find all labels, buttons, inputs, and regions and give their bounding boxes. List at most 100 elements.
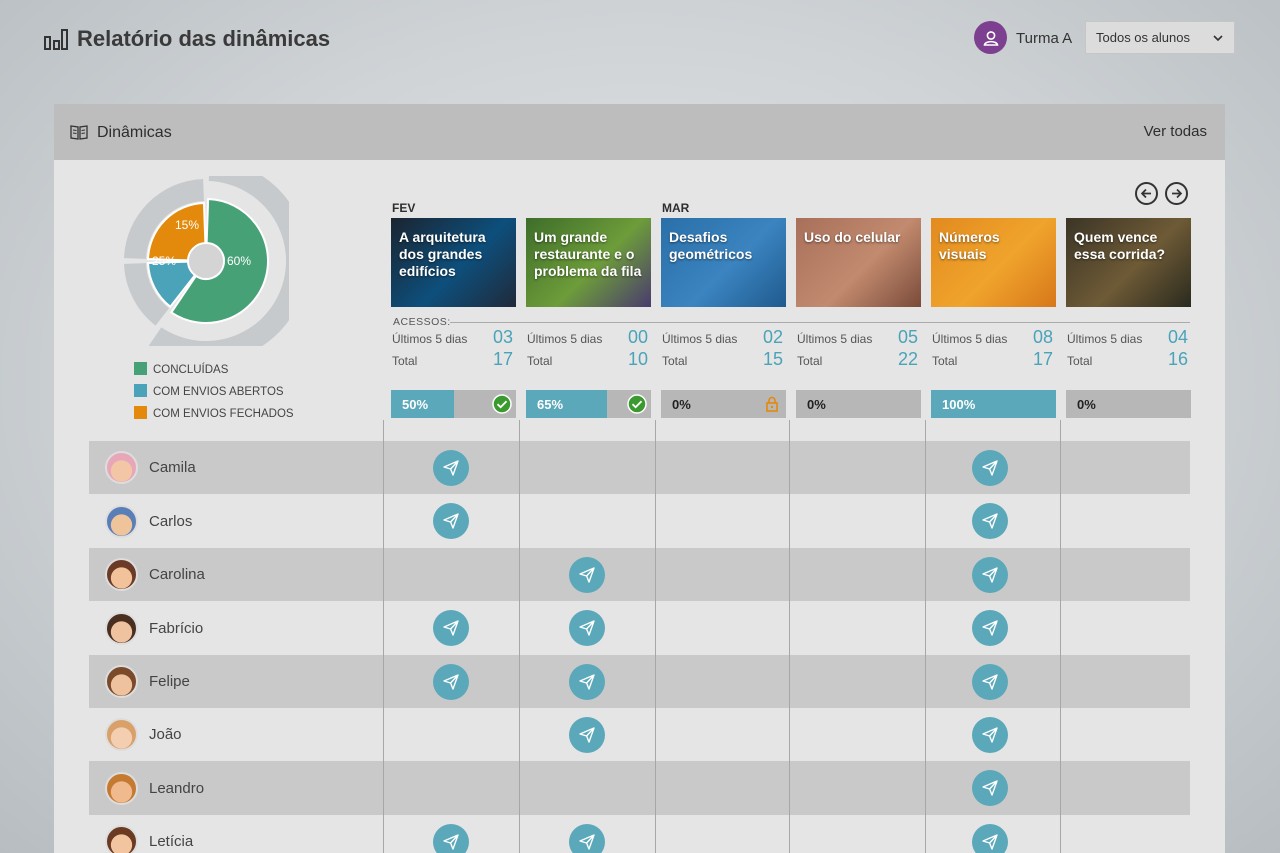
activity-progress-bar: 0%	[661, 390, 786, 418]
legend-item-closed: COM ENVIOS FECHADOS	[134, 406, 294, 420]
submission-button[interactable]	[569, 716, 605, 753]
donut-segment	[147, 202, 207, 262]
student-name[interactable]: Leandro	[149, 779, 205, 797]
access-divider	[450, 322, 1190, 323]
submission-button[interactable]	[972, 770, 1008, 806]
submission-button[interactable]	[569, 663, 605, 700]
paper-plane-icon	[982, 780, 998, 796]
paper-plane-icon	[982, 459, 998, 476]
table-row: João	[89, 708, 1190, 761]
recent-accesses-label: Últimos 5 dias	[1067, 332, 1143, 346]
submission-button[interactable]	[972, 449, 1008, 486]
recent-accesses-value: 04	[1167, 327, 1188, 347]
activity-card[interactable]: Números visuais Últimos 5 dias 08 Total …	[931, 218, 1056, 418]
submission-button[interactable]	[433, 663, 469, 700]
class-name[interactable]: Turma A	[1016, 30, 1073, 47]
submission-button[interactable]	[433, 823, 469, 853]
activity-thumbnail[interactable]: Uso do celular	[796, 218, 921, 307]
paper-plane-icon	[982, 513, 998, 529]
avatar	[105, 771, 138, 805]
activity-card[interactable]: Quem vence essa corrida? Últimos 5 dias …	[1066, 218, 1191, 418]
total-accesses-label: Total	[662, 354, 688, 368]
student-name[interactable]: João	[149, 726, 182, 743]
submission-button[interactable]	[972, 663, 1008, 700]
paper-plane-icon	[579, 620, 595, 636]
avatar	[105, 665, 138, 698]
recent-accesses-label: Últimos 5 dias	[662, 332, 738, 346]
submission-button[interactable]	[569, 610, 605, 646]
activity-progress-label: 0%	[1077, 397, 1096, 412]
completion-donut-chart	[124, 176, 289, 346]
activity-progress-bar: 50%	[391, 390, 516, 418]
activity-thumbnail[interactable]: Números visuais	[931, 218, 1056, 307]
activity-thumbnail[interactable]: Quem vence essa corrida?	[1066, 218, 1191, 307]
submission-button[interactable]	[433, 503, 469, 539]
legend-swatch	[134, 362, 147, 375]
see-all-link[interactable]: Ver todas	[1143, 123, 1207, 140]
submission-button[interactable]	[569, 823, 605, 853]
submission-button[interactable]	[433, 610, 469, 646]
submission-button[interactable]	[569, 556, 605, 593]
total-accesses-label: Total	[1067, 354, 1093, 368]
student-name[interactable]: Camila	[149, 459, 196, 476]
previous-button[interactable]	[1135, 182, 1158, 205]
activity-progress-bar: 65%	[526, 390, 651, 418]
activity-title: Desafios geométricos	[669, 229, 753, 262]
column-separator	[519, 420, 520, 853]
activity-card[interactable]: Desafios geométricos Últimos 5 dias 02 T…	[661, 218, 786, 418]
submission-button[interactable]	[972, 556, 1008, 593]
student-filter-select[interactable]: Todos os alunos	[1085, 21, 1235, 54]
donut-label-open: 15%	[175, 218, 200, 232]
paper-plane-icon	[982, 673, 998, 690]
paper-plane-icon	[443, 513, 459, 529]
submission-button[interactable]	[972, 823, 1008, 853]
submission-button[interactable]	[972, 610, 1008, 646]
activity-thumbnail[interactable]: Desafios geométricos	[661, 218, 786, 307]
recent-accesses-label: Últimos 5 dias	[527, 332, 603, 346]
activity-progress-fill	[391, 390, 454, 418]
paper-plane-icon	[443, 620, 459, 636]
student-name[interactable]: Carlos	[149, 512, 193, 530]
student-name[interactable]: Letícia	[149, 833, 194, 850]
activity-card[interactable]: Um grande restaurante e o problema da fi…	[526, 218, 651, 418]
dynamics-card: Dinâmicas Ver todas 60% 15% 25% CONCLUÍD…	[54, 104, 1225, 853]
activity-card[interactable]: A arquitetura dos grandes edifícios Últi…	[391, 218, 516, 418]
next-button[interactable]	[1165, 182, 1188, 205]
submission-button[interactable]	[433, 449, 469, 486]
paper-plane-icon	[443, 673, 459, 690]
card-header: Dinâmicas Ver todas	[54, 104, 1225, 160]
student-name[interactable]: Felipe	[149, 673, 190, 690]
student-filter-value: Todos os alunos	[1096, 30, 1190, 45]
class-avatar[interactable]	[974, 21, 1007, 54]
submission-button[interactable]	[972, 716, 1008, 753]
total-accesses-value: 17	[1032, 349, 1053, 369]
activity-thumbnail[interactable]: Um grande restaurante e o problema da fi…	[526, 218, 651, 307]
activity-card[interactable]: Uso do celular Últimos 5 dias 05 Total 2…	[796, 218, 921, 418]
legend-swatch	[134, 406, 147, 419]
activity-thumbnail[interactable]: A arquitetura dos grandes edifícios	[391, 218, 516, 307]
activity-title: Um grande restaurante e o problema da fi…	[534, 229, 642, 279]
table-row: Leandro	[89, 761, 1190, 815]
paper-plane-icon	[982, 566, 998, 583]
month-label-mar: MAR	[662, 201, 690, 215]
activity-progress-label: 65%	[537, 397, 564, 412]
paper-plane-icon	[982, 726, 998, 743]
total-accesses-label: Total	[392, 354, 418, 368]
table-row: Carolina	[89, 548, 1190, 601]
chevron-down-icon	[1213, 35, 1223, 42]
activity-progress-label: 100%	[942, 397, 976, 412]
student-name[interactable]: Fabrício	[149, 619, 204, 637]
month-label-feb: FEV	[392, 201, 416, 215]
arrow-right-icon	[1172, 188, 1183, 199]
activity-title: Quem vence essa corrida?	[1074, 229, 1166, 262]
student-name[interactable]: Carolina	[149, 566, 205, 583]
total-accesses-value: 16	[1167, 349, 1188, 369]
activity-progress-bar: 0%	[1066, 390, 1191, 418]
book-icon	[70, 125, 88, 140]
activity-progress-fill	[526, 390, 608, 418]
total-accesses-value: 15	[762, 349, 783, 369]
total-accesses-value: 10	[627, 349, 648, 369]
submission-button[interactable]	[972, 503, 1008, 539]
bar-chart-icon	[44, 29, 68, 50]
table-row: Felipe	[89, 655, 1190, 708]
